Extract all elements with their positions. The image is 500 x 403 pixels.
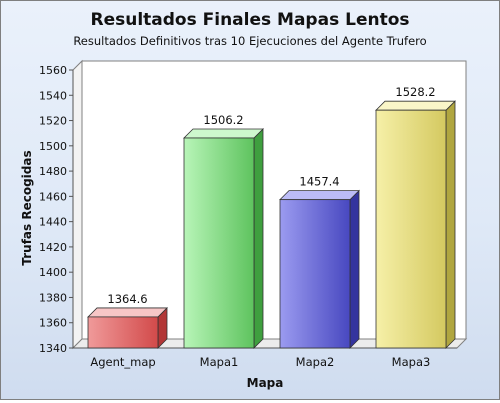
y-tick-label: 1500	[39, 140, 67, 153]
y-tick-label: 1540	[39, 89, 67, 102]
data-label: 1506.2	[203, 113, 243, 127]
plot-area: 1340 1360 1380 1400 1420 1440 1460 1480 1500 1520…	[39, 59, 468, 369]
y-tick-label: 1560	[39, 64, 67, 77]
x-tick-label: Mapa1	[200, 355, 239, 369]
bar-mapa3	[375, 100, 456, 349]
data-label: 1457.4	[299, 175, 339, 189]
bar-top	[279, 190, 360, 201]
x-tick-label: Agent_map	[90, 355, 155, 369]
data-label: 1364.6	[107, 292, 147, 306]
bar-side	[253, 128, 264, 349]
bar-mapa1	[183, 128, 264, 349]
data-label: 1528.2	[395, 85, 435, 99]
y-tick-label: 1340	[39, 342, 67, 355]
bar-side	[445, 100, 456, 349]
y-tick-label: 1420	[39, 241, 67, 254]
plot-side-wall	[72, 59, 83, 350]
bar-front	[87, 316, 159, 349]
y-tick-label: 1460	[39, 190, 67, 203]
bar-agent-map	[87, 306, 168, 349]
x-tick-label: Mapa3	[392, 355, 431, 369]
bar-front	[375, 109, 447, 349]
bar-top	[87, 307, 168, 318]
bar-top	[183, 128, 264, 139]
y-axis-label: Trufas Recogidas	[20, 150, 34, 265]
chart-subtitle: Resultados Definitivos tras 10 Ejecucion…	[73, 34, 426, 48]
y-tick-label: 1440	[39, 216, 67, 229]
y-tick-label: 1400	[39, 266, 67, 279]
y-tick-label: 1380	[39, 291, 67, 304]
bar-top	[375, 100, 456, 111]
x-tick-label: Mapa2	[296, 355, 335, 369]
bar-front	[183, 137, 255, 349]
chart-title: Resultados Finales Mapas Lentos	[90, 10, 409, 30]
bar-front	[279, 199, 351, 349]
y-tick-label: 1520	[39, 115, 67, 128]
bar-side	[349, 189, 360, 349]
bar-mapa2	[279, 189, 360, 349]
x-axis-label: Mapa	[247, 376, 284, 390]
y-tick-label: 1480	[39, 165, 67, 178]
y-tick-label: 1360	[39, 317, 67, 330]
